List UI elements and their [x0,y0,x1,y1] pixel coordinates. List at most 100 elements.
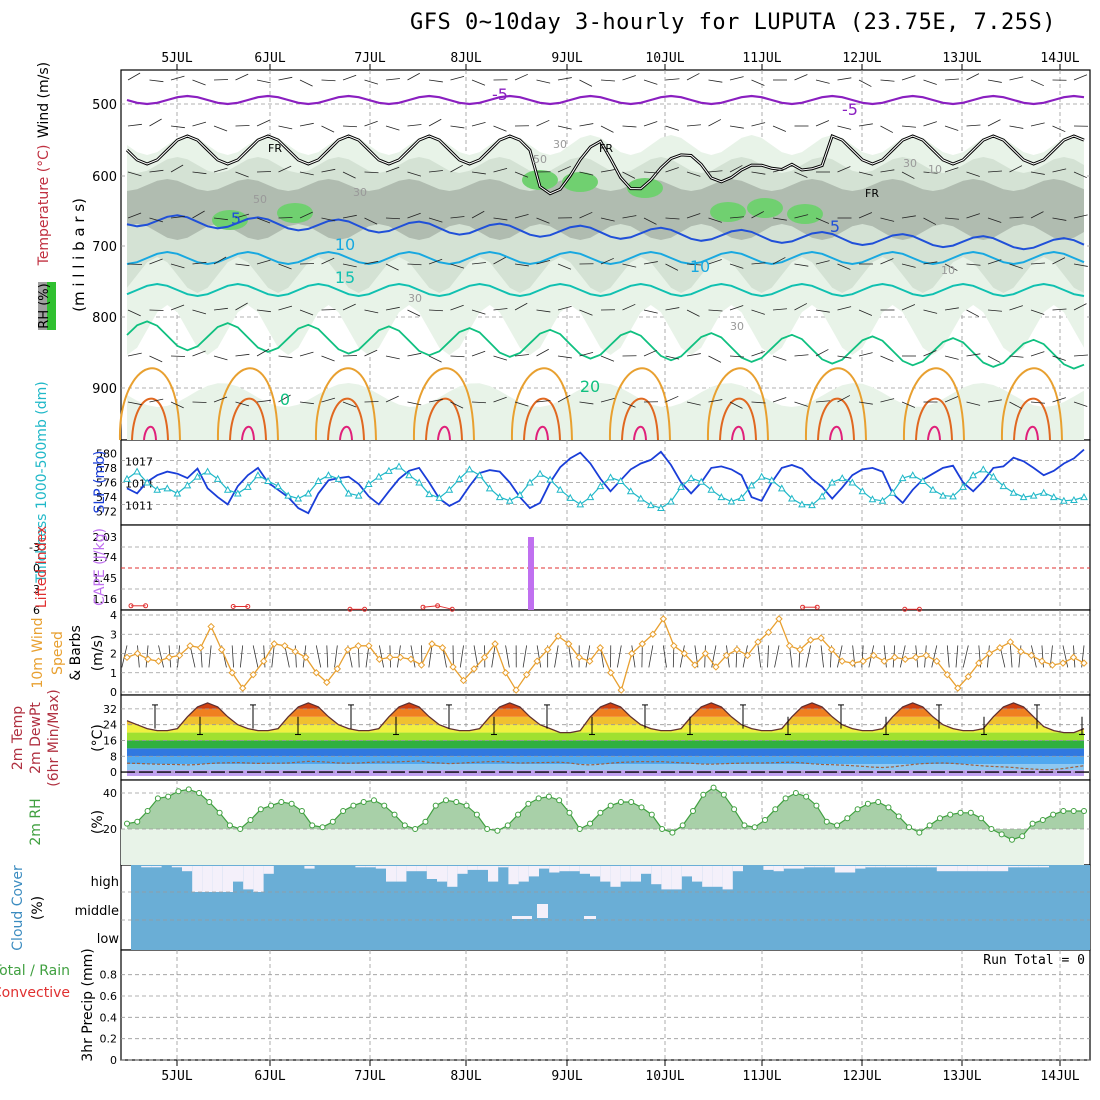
wind10-barb [208,645,212,668]
rh2m-axis-label: 2m RH [28,798,44,845]
wind-barb [665,355,680,360]
wind-barb [192,309,207,315]
rh2m-point [350,802,357,809]
wind-barb [471,171,486,175]
wind-barb [364,309,379,314]
temp-contour-30 [915,397,953,441]
freezing-level-line-inner [126,135,1085,195]
contour-label: 5 [231,209,241,228]
thickness-point [717,493,726,501]
temp-tick-label: 16 [103,734,117,747]
cloud-high-gap [508,866,519,885]
wind-barb [536,400,551,403]
wind10-point [743,651,752,660]
rh2m-point [185,786,192,793]
wind10-point [459,676,468,685]
wind-barb [600,355,615,362]
wind-barb [600,125,614,133]
wind-barb [880,125,894,133]
wind-tick-label: 3 [110,628,117,641]
wind-barb [493,167,508,173]
rh2m-point [1019,833,1026,840]
date-tick-bottom: 5JUL [161,1069,192,1084]
thickness-point [687,474,695,482]
thickness-point [274,482,282,490]
wind-barb [751,262,766,265]
rh-legend-swatch-grey [38,282,47,330]
rh-high-blob [522,170,558,190]
temp-contour-35 [143,425,157,441]
wind-barb [686,401,701,406]
wind10-barb [1041,645,1044,668]
wind-barb [815,349,829,357]
rh2m-point [494,827,501,834]
thickness-point [667,497,675,505]
wind-barb [428,398,443,403]
rh2m-point [926,822,933,829]
cloud-high-gap [263,866,274,874]
temp-band [127,748,1084,757]
wind-barb [428,258,443,265]
wind-barb [794,303,808,311]
wind10-point [1038,657,1046,665]
wind-barb [901,263,916,268]
wind-barb [643,309,658,314]
wind-barb [471,121,486,127]
wind-barb [256,119,270,127]
wind-barb [944,167,959,173]
date-tick-top: 8JUL [450,51,481,66]
wind-barb [923,79,937,85]
cloud-high-gap [192,866,203,892]
wind-barb [1073,303,1087,311]
wind10-barb [899,645,906,668]
cloud-axis-label-unit: (%) [30,896,46,920]
wind10-point [344,645,352,654]
wind-barb [428,309,444,312]
thickness-point [868,495,877,503]
cloud-high-gap [559,866,570,872]
wind-barb [923,121,937,127]
cloud-high-gap [212,866,223,892]
wind10-point [985,649,994,658]
wind-barb [901,171,915,179]
lifted-index-point [449,606,455,612]
wind10-point [670,642,678,650]
temp-contour-30 [1013,397,1051,441]
wind-barb [944,355,959,360]
wind-barb [643,121,658,127]
wind-barb [450,216,465,219]
wind10-point [617,686,625,694]
temp-contour-25 [216,367,279,441]
wind-barb [686,124,701,127]
wind-barb [729,165,743,173]
wind-barb [1009,125,1024,129]
wind10-barb [522,645,528,668]
thickness-point [475,471,484,479]
wind-tick-label: 4 [110,609,117,622]
rh2m-point [628,799,635,805]
thickness-point [324,471,333,479]
wind-barb [149,258,163,265]
cloud-high-gap [151,866,162,868]
thickness-point [163,484,172,492]
wind10-point [890,653,899,662]
rh2m-point [144,808,151,814]
wind10-barb [473,645,479,668]
contour-label: 30 [730,320,744,333]
wind-barb [815,79,830,84]
thickness-point [828,478,837,486]
cloud-high-gap [141,866,152,868]
wind-barb [321,355,335,362]
wind-barb [729,216,744,219]
lifted-index-axis-label: Lifted Index [34,526,50,608]
rh2m-point [422,818,429,825]
cloud-high-gap [590,866,601,877]
wind10-point [480,653,489,662]
wind10-barb [757,645,762,668]
wind-barb [450,304,464,311]
wind-barb [299,309,314,316]
wind10-barb [931,645,938,668]
wind10-barb [491,645,496,668]
rh2m-point [854,806,861,813]
wind-barb [772,257,786,265]
